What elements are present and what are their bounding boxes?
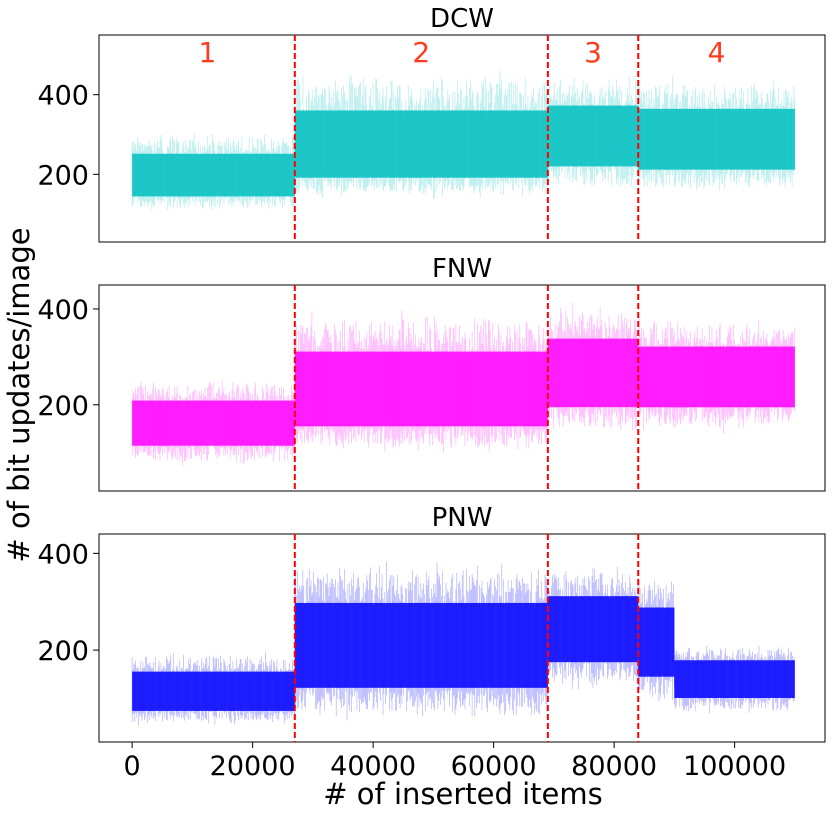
series-noise <box>131 132 295 211</box>
plot-frame <box>98 34 826 243</box>
series-segment <box>131 132 295 211</box>
series-segment <box>131 651 295 726</box>
series-band-core <box>674 660 795 698</box>
x-tick-label: 60000 <box>451 751 537 782</box>
x-axis: 0 20000 40000 60000 80000 100000 <box>124 742 786 782</box>
series-band-core <box>294 351 548 427</box>
plot-frame <box>98 284 826 492</box>
chart-panels: 200 400 DCW 1 2 3 4 200 400 FNW 200 400 PNW <box>37 4 826 743</box>
series-band-core <box>294 110 548 178</box>
phase-label: 1 <box>199 36 217 69</box>
y-tick-label: 200 <box>37 160 89 191</box>
x-tick-label: 40000 <box>330 751 416 782</box>
panel-pnw: 200 400 PNW <box>37 503 826 743</box>
series-noise <box>131 380 295 466</box>
y-tick-label: 400 <box>37 539 89 570</box>
series-segment <box>674 645 795 714</box>
x-tick-label: 100000 <box>683 751 786 782</box>
panel-title: DCW <box>430 4 494 34</box>
series-segment <box>547 566 639 690</box>
y-tick-label: 400 <box>37 81 89 112</box>
series-band-core <box>132 671 295 711</box>
x-tick-label: 20000 <box>210 751 296 782</box>
series-noise <box>674 645 795 714</box>
series-pnw <box>131 561 795 726</box>
series-noise <box>547 77 639 187</box>
series-noise <box>131 651 295 726</box>
series-segment <box>637 76 796 192</box>
panel-title: FNW <box>432 254 492 284</box>
series-band-core <box>547 596 639 663</box>
x-tick-label: 0 <box>124 751 141 782</box>
x-tick-label: 80000 <box>571 751 657 782</box>
series-segment <box>294 561 548 721</box>
y-tick-label: 400 <box>37 295 89 326</box>
series-fnw <box>131 302 796 466</box>
series-noise <box>547 566 639 690</box>
series-band-core <box>132 400 295 446</box>
series-noise <box>547 302 639 431</box>
series-segment <box>131 380 295 466</box>
series-segment <box>294 309 548 453</box>
y-tick-label: 200 <box>37 391 89 422</box>
panel-dcw: 200 400 DCW 1 2 3 4 <box>37 4 826 243</box>
series-segment <box>294 70 548 199</box>
phase-label: 4 <box>708 36 726 69</box>
series-dcw <box>131 70 796 211</box>
series-noise <box>637 76 796 192</box>
series-noise <box>294 70 548 199</box>
x-axis-label: # of inserted items <box>323 777 602 811</box>
panel-title: PNW <box>432 503 493 533</box>
series-noise <box>637 317 796 434</box>
series-segment <box>547 77 639 187</box>
series-noise <box>637 580 675 702</box>
y-tick-label: 200 <box>37 636 89 667</box>
series-band-core <box>638 346 795 408</box>
series-segment <box>547 302 639 431</box>
series-band-core <box>547 338 639 408</box>
series-segment <box>637 580 675 702</box>
series-band-core <box>547 105 639 167</box>
phase-label: 2 <box>412 36 430 69</box>
series-band-core <box>294 602 548 688</box>
phase-label: 3 <box>584 36 602 69</box>
series-band-core <box>132 153 295 197</box>
series-band-core <box>638 108 795 170</box>
series-band-core <box>638 607 675 677</box>
plot-frame <box>98 533 826 743</box>
series-segment <box>637 317 796 434</box>
y-axis-label: # of bit updates/image <box>2 227 36 562</box>
panel-fnw: 200 400 FNW <box>37 254 826 492</box>
